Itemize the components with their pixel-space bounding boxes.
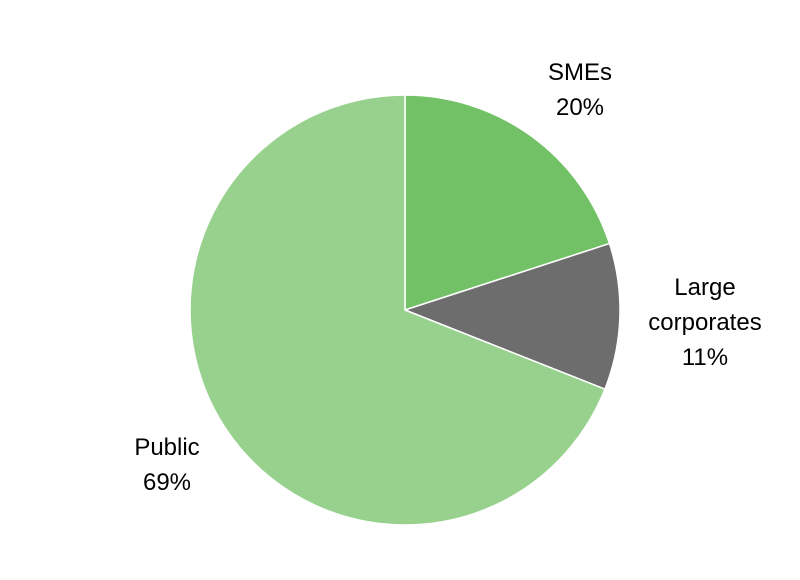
slice-label: Large corporates 11% (648, 274, 761, 371)
slice-label: Public 69% (134, 434, 199, 496)
pie-slice-large-corporates (402, 242, 621, 391)
slice-label: SMEs 20% (548, 59, 612, 121)
pie-slice-public (189, 94, 606, 526)
pie-slice-smes (404, 94, 611, 312)
